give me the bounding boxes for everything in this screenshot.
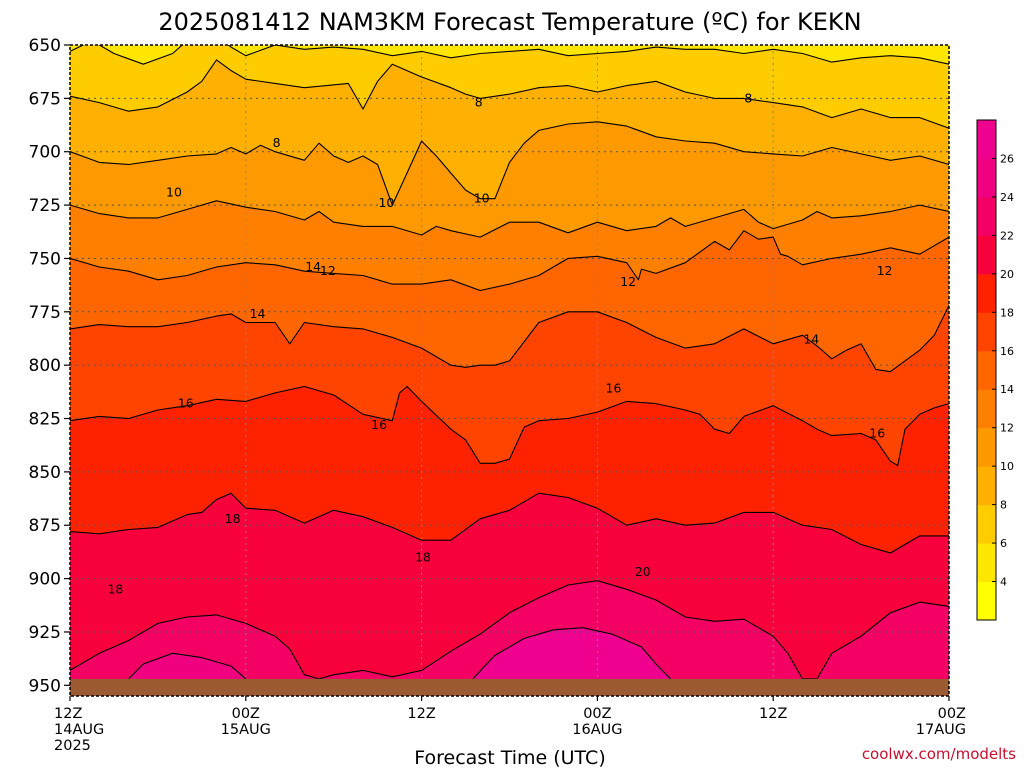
temperature-fill-layer (70, 45, 949, 696)
colorbar-frame (976, 119, 997, 621)
colorbar-label-18: 18 (1000, 306, 1014, 319)
contour-line-10 (70, 121, 949, 206)
x-tick-label-48-1: 12Z (759, 706, 787, 722)
contour-label-12: 12 (877, 263, 893, 278)
contour-label-12: 12 (620, 274, 636, 289)
colorbar-label-16: 16 (1000, 345, 1014, 358)
colorbar: 4 6 8 10 12 14 16 18 20 22 24 26 (976, 119, 1014, 621)
colorbar-swatch-14 (977, 350, 996, 390)
y-tick-label-900: 900 (29, 570, 61, 590)
x-tick-label-60-2: 17AUG (916, 722, 966, 738)
x-tick-label-12-2: 15AUG (221, 722, 271, 738)
y-tick-label-675: 675 (29, 89, 61, 109)
contour-label-14: 14 (250, 306, 266, 321)
contour-label-10: 10 (474, 191, 490, 206)
contour-line-24 (128, 652, 247, 680)
colorbar-swatch-4 (977, 543, 996, 583)
contour-label-14: 14 (305, 259, 321, 274)
colorbar-swatch-8 (977, 466, 996, 506)
colorbar-swatch-2 (977, 581, 996, 621)
colorbar-swatch-26 (977, 120, 996, 159)
x-tick-label-0-2: 14AUG (54, 722, 104, 738)
y-tick-label-925: 925 (29, 623, 61, 643)
y-axis-ticks: 650 675 700 725 750 775 800 825 850 875 900 925 950 (29, 36, 70, 696)
contour-line-layer (70, 45, 949, 680)
x-tick-label-36-1: 00Z (583, 706, 611, 722)
y-tick-label-825: 825 (29, 410, 61, 430)
colorbar-swatch-20 (977, 235, 996, 275)
contour-line-14 (70, 230, 949, 292)
colorbar-label-26: 26 (1000, 152, 1014, 165)
contour-label-14: 14 (803, 332, 819, 347)
colorbar-swatch-6 (977, 504, 996, 544)
credit-link[interactable]: coolwx.com/modelts (862, 745, 1016, 763)
colorbar-label-12: 12 (1000, 422, 1014, 435)
contour-label-18: 18 (225, 511, 241, 526)
y-tick-label-775: 775 (29, 303, 61, 323)
contour-line-22 (70, 580, 949, 680)
contour-line-16 (70, 304, 949, 373)
y-tick-label-750: 750 (29, 249, 61, 269)
colorbar-label-8: 8 (1000, 499, 1007, 512)
colorbar-swatch-24 (977, 158, 996, 198)
contour-line-26 (472, 627, 671, 680)
contour-label-16: 16 (606, 381, 622, 396)
colorbar-label-6: 6 (1000, 537, 1007, 550)
y-tick-label-700: 700 (29, 143, 61, 163)
contour-label-18: 18 (415, 549, 431, 564)
colorbar-label-14: 14 (1000, 383, 1014, 396)
x-tick-label-0-1: 12Z (54, 706, 82, 722)
contour-label-20: 20 (635, 564, 651, 579)
x-tick-label-24-1: 12Z (407, 706, 435, 722)
colorbar-swatch-12 (977, 389, 996, 429)
y-tick-label-950: 950 (29, 676, 61, 696)
contour-label-12: 12 (320, 263, 336, 278)
x-tick-label-60-1: 00Z (938, 706, 966, 722)
y-tick-label-650: 650 (29, 36, 61, 56)
y-tick-label-800: 800 (29, 356, 61, 376)
colorbar-label-20: 20 (1000, 268, 1014, 281)
colorbar-swatch-18 (977, 273, 996, 313)
colorbar-swatch-16 (977, 312, 996, 352)
y-tick-label-850: 850 (29, 463, 61, 483)
x-axis-label: Forecast Time (UTC) (414, 747, 605, 768)
contour-label-16: 16 (178, 396, 194, 411)
x-tick-label-0-3: 2025 (54, 738, 91, 754)
colorbar-label-4: 4 (1000, 576, 1007, 589)
colorbar-swatch-10 (977, 427, 996, 467)
y-tick-label-875: 875 (29, 516, 61, 536)
colorbar-label-24: 24 (1000, 191, 1014, 204)
contour-label-16: 16 (371, 417, 387, 432)
colorbar-swatch-22 (977, 196, 996, 236)
x-tick-label-12-1: 00Z (232, 706, 260, 722)
contour-label-8: 8 (744, 90, 752, 105)
contour-line-20 (70, 492, 949, 554)
contour-line-8 (70, 59, 949, 129)
colorbar-label-10: 10 (1000, 460, 1014, 473)
contour-line-12 (70, 200, 949, 238)
contour-label-18: 18 (107, 581, 123, 596)
contour-label-10: 10 (166, 184, 182, 199)
contour-label-8: 8 (475, 95, 483, 110)
chart-title: 2025081412 NAM3KM Forecast Temperature (… (158, 8, 861, 36)
x-tick-label-36-2: 16AUG (572, 722, 622, 738)
contour-label-10: 10 (378, 195, 394, 210)
contour-label-8: 8 (273, 135, 281, 150)
temp-band-above-22 (70, 580, 949, 696)
ground-layer (70, 678, 949, 696)
contour-line-6 (70, 45, 949, 65)
colorbar-label-22: 22 (1000, 229, 1014, 242)
contour-label-16: 16 (869, 425, 885, 440)
contour-line-18 (70, 385, 949, 467)
y-tick-label-725: 725 (29, 196, 61, 216)
